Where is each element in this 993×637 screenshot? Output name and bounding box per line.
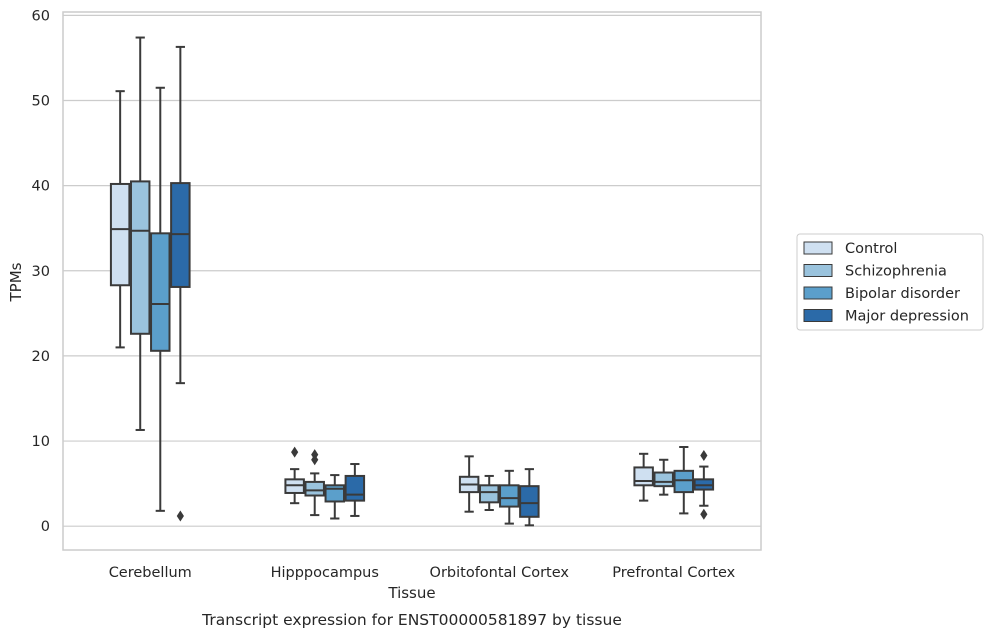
box — [129, 180, 151, 335]
y-tick-label: 50 — [32, 94, 50, 110]
box-group — [673, 445, 695, 515]
outlier-point — [176, 510, 184, 522]
box — [344, 474, 366, 502]
y-tick-label: 30 — [32, 264, 50, 280]
y-tick-label: 20 — [32, 349, 50, 365]
x-tick-label: Orbitofontal Cortex — [430, 565, 570, 581]
box — [150, 232, 171, 352]
box-group — [109, 90, 131, 349]
box-group — [478, 474, 500, 511]
box-group — [653, 458, 674, 496]
box-group — [170, 45, 191, 522]
legend-label: Bipolar disorder — [845, 286, 960, 302]
box-group — [150, 86, 171, 512]
box — [109, 182, 131, 287]
box — [478, 484, 500, 504]
box — [304, 480, 325, 497]
x-axis-label: Tissue — [387, 584, 435, 602]
legend-frame — [796, 233, 984, 331]
y-tick-label: 60 — [32, 8, 50, 24]
legend-label: Schizophrenia — [845, 264, 947, 280]
y-axis-tick-labels: 0 10 20 30 40 50 60 — [32, 8, 50, 535]
box-plot-marks — [109, 36, 715, 527]
x-axis-tick-labels: Cerebellum Hipppocampus Orbitofontal Corte… — [109, 565, 736, 581]
y-tick-label: 10 — [32, 434, 50, 450]
box-group — [129, 36, 151, 431]
box — [653, 471, 674, 488]
box-group — [519, 468, 540, 527]
x-tick-label: Cerebellum — [109, 565, 192, 581]
box — [633, 466, 654, 487]
box-group — [458, 455, 480, 513]
outlier-point — [311, 449, 319, 461]
outlier-point — [291, 446, 299, 458]
chart-title: Transcript expression for ENST0000058189… — [201, 611, 622, 629]
box-group — [693, 450, 715, 520]
x-tick-label: Prefrontal Cortex — [612, 565, 735, 581]
legend-swatch — [803, 241, 833, 255]
box — [499, 484, 520, 508]
outlier-point — [700, 450, 708, 462]
box-group — [499, 469, 520, 525]
legend-swatch — [803, 286, 833, 300]
legend-swatch — [803, 309, 833, 322]
box — [519, 485, 540, 518]
box-group — [284, 446, 305, 505]
box-group — [324, 474, 346, 520]
box-group — [304, 449, 325, 517]
y-tick-label: 0 — [41, 519, 50, 535]
legend: Control Schizophrenia Bipolar disorder Majo… — [796, 233, 984, 331]
outlier-point — [700, 508, 708, 520]
legend-swatch — [803, 264, 833, 277]
box-group — [633, 452, 654, 502]
legend-label: Control — [845, 241, 897, 257]
box-group — [344, 463, 366, 517]
plot-area-frame — [62, 11, 762, 551]
y-axis-label: TPMs — [7, 262, 25, 302]
y-tick-label: 40 — [32, 179, 50, 195]
x-tick-label: Hipppocampus — [271, 565, 379, 581]
box — [673, 469, 695, 494]
legend-label: Major depression — [845, 309, 969, 325]
